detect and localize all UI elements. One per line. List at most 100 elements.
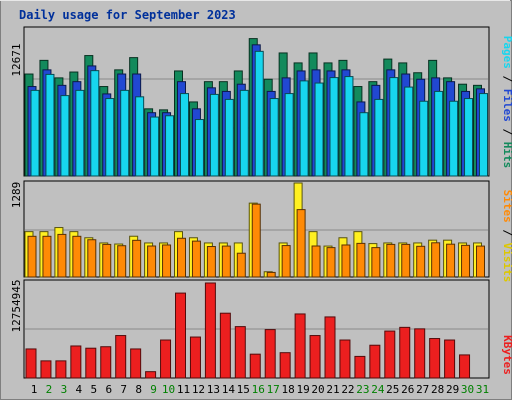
day-label: 18 (282, 383, 295, 396)
bar-pages-day-7 (120, 89, 130, 177)
bar-pages-day-20 (314, 82, 324, 177)
bar-pages-day-2 (45, 73, 55, 177)
chart-title: Daily usage for September 2023 (19, 8, 236, 22)
bar-pages-day-19 (299, 80, 309, 177)
bar-sites-day-21 (326, 247, 336, 278)
bar-pages-day-6 (105, 98, 115, 177)
bar-kbytes-day-7 (115, 335, 127, 379)
bar-pages-day-23 (359, 112, 369, 177)
bar-kbytes-day-30 (459, 354, 471, 379)
day-label: 15 (237, 383, 250, 396)
bar-sites-day-20 (311, 245, 321, 278)
bar-sites-day-8 (132, 239, 142, 278)
bar-sites-day-25 (386, 243, 396, 278)
bar-sites-day-13 (206, 246, 216, 278)
legend-files: Files (501, 89, 512, 122)
day-label: 7 (120, 383, 127, 396)
legend-visits: Visits (501, 243, 512, 283)
bar-pages-day-25 (389, 77, 399, 177)
bar-sites-day-3 (57, 233, 67, 278)
bar-sites-day-30 (461, 244, 471, 278)
bar-pages-day-13 (209, 93, 219, 177)
day-label: 27 (416, 383, 429, 396)
bar-sites-day-17 (266, 271, 276, 278)
bar-pages-day-3 (60, 95, 70, 177)
bar-pages-day-24 (374, 98, 384, 177)
bar-pages-day-1 (30, 89, 40, 177)
bar-sites-day-18 (281, 245, 291, 278)
bar-kbytes-day-8 (130, 348, 142, 379)
bar-sites-day-14 (221, 245, 231, 278)
bar-sites-day-22 (341, 244, 351, 278)
visits-panel-legend: Sites / Visits (501, 190, 512, 283)
bar-kbytes-day-19 (294, 313, 306, 379)
bar-kbytes-day-1 (25, 348, 37, 379)
day-label: 9 (150, 383, 157, 396)
frame-highlight (0, 0, 510, 1)
day-label: 28 (431, 383, 444, 396)
bar-kbytes-day-10 (160, 339, 172, 379)
legend-kbytes: KBytes (501, 335, 512, 375)
bar-sites-day-5 (87, 239, 97, 278)
day-label: 8 (135, 383, 142, 396)
bar-pages-day-27 (419, 100, 429, 177)
legend-sites: Sites (501, 190, 512, 223)
day-label: 31 (476, 383, 489, 396)
bar-kbytes-day-21 (324, 316, 336, 379)
day-label: 6 (105, 383, 112, 396)
bar-kbytes-day-13 (204, 282, 216, 379)
bar-sites-day-2 (42, 235, 52, 278)
bar-kbytes-day-5 (85, 347, 97, 379)
bar-sites-day-29 (446, 243, 456, 278)
legend-pages: Pages (501, 36, 512, 69)
legend-hits: Hits (501, 142, 512, 169)
kbytes-panel-legend: KBytes (501, 335, 512, 375)
day-label: 29 (446, 383, 459, 396)
bar-kbytes-day-3 (55, 360, 67, 379)
bar-kbytes-day-25 (384, 330, 396, 379)
day-labels: 1 2 3 4 5 6 7 8 9 10 11 12 13 14 15 16 17 18 19 20 21 22 23 24 2… (31, 383, 489, 396)
bar-pages-day-15 (239, 89, 249, 177)
bar-kbytes-day-16 (249, 353, 261, 379)
day-label: 10 (162, 383, 175, 396)
bar-kbytes-day-23 (354, 355, 366, 379)
day-label: 25 (386, 383, 399, 396)
day-label: 20 (311, 383, 324, 396)
bar-sites-day-28 (431, 242, 441, 278)
day-label: 1 (31, 383, 38, 396)
day-label: 14 (222, 383, 236, 396)
legend-sep-3: / (501, 229, 512, 242)
bar-pages-day-22 (344, 76, 354, 177)
day-label: 3 (61, 383, 68, 396)
bar-sites-day-1 (27, 235, 37, 278)
bar-pages-day-31 (479, 93, 488, 177)
bar-pages-day-21 (329, 77, 339, 177)
day-label: 24 (371, 383, 385, 396)
bar-kbytes-day-2 (40, 360, 52, 379)
bar-kbytes-day-12 (189, 336, 201, 379)
bar-sites-day-31 (476, 245, 485, 278)
bar-sites-day-26 (401, 243, 411, 278)
bar-sites-day-10 (162, 244, 172, 278)
day-label: 21 (326, 383, 339, 396)
bar-sites-day-9 (147, 245, 157, 278)
bar-sites-day-24 (371, 247, 381, 278)
bar-pages-day-29 (449, 100, 459, 177)
day-label: 30 (461, 383, 474, 396)
bar-pages-day-9 (150, 116, 160, 177)
bar-pages-day-18 (284, 93, 294, 177)
bar-sites-day-23 (356, 242, 366, 278)
day-label: 16 (252, 383, 265, 396)
bar-kbytes-day-4 (70, 345, 82, 379)
bar-pages-day-4 (75, 89, 85, 177)
bar-sites-day-15 (236, 252, 246, 278)
bar-kbytes-day-20 (309, 335, 321, 379)
bar-pages-day-12 (194, 119, 204, 177)
day-label: 12 (192, 383, 205, 396)
bar-pages-day-5 (90, 70, 100, 177)
day-label: 4 (76, 383, 83, 396)
bar-kbytes-day-28 (429, 338, 441, 379)
bar-kbytes-day-27 (414, 328, 426, 379)
day-label: 22 (341, 383, 354, 396)
